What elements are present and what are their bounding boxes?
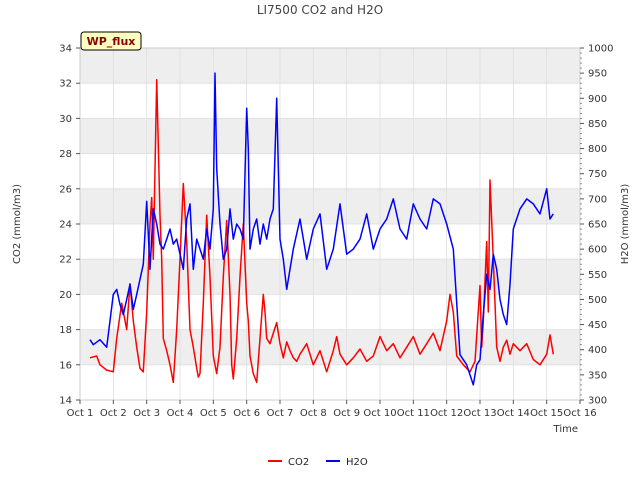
y-tick-label: 24 <box>59 220 72 231</box>
y-tick-label: 26 <box>59 184 72 195</box>
x-tick-label: Oct 3 <box>133 408 160 419</box>
y2-tick-label: 750 <box>588 169 607 180</box>
band-light <box>80 294 580 330</box>
x-tick-label: Oct 4 <box>167 408 194 419</box>
y2-tick-label: 500 <box>588 295 607 306</box>
badge-box <box>80 31 142 51</box>
y2-tick-label: 950 <box>588 69 607 80</box>
y-tick-label: 20 <box>59 290 72 301</box>
x-tick-label: Oct 13 <box>463 408 496 419</box>
band-light <box>80 364 580 400</box>
y2-tick-label: 900 <box>588 94 607 105</box>
y-tick-label: 18 <box>59 325 72 336</box>
y-tick-label: 14 <box>59 396 72 407</box>
y2-tick-label: 300 <box>588 396 607 407</box>
band-light <box>80 153 580 189</box>
x-tick-label: Oct 15 <box>530 408 563 419</box>
band-light <box>80 224 580 260</box>
y-axis-label: CO2 (mmol/m3) <box>12 184 23 264</box>
wp-flux-badge: WP_flux <box>80 31 142 51</box>
y2-tick-label: 850 <box>588 119 607 130</box>
x-tick-label: Oct 14 <box>497 408 530 419</box>
y2-tick-label: 550 <box>588 270 607 281</box>
x-axis-label: Time <box>553 424 578 435</box>
x-tick-label: Oct 7 <box>267 408 294 419</box>
band-shaded <box>80 188 580 224</box>
right-axis: 300 350 400 450 500 550 600 650 700 750 800 850 900 9… <box>580 44 613 407</box>
x-tick-label: Oct 8 <box>300 408 327 419</box>
x-tick-label: Oct 9 <box>333 408 360 419</box>
band-shaded <box>80 48 580 84</box>
x-tick-label: Oct 10 <box>363 408 396 419</box>
y2-tick-label: 400 <box>588 345 607 356</box>
x-tick-label: Oct 6 <box>233 408 260 419</box>
chart-title: LI7500 CO2 and H2O <box>257 3 383 17</box>
y2-tick-label: 450 <box>588 320 607 331</box>
x-tick-label: Oct 16 <box>563 408 596 419</box>
y2-tick-label: 600 <box>588 245 607 256</box>
band-light <box>80 83 580 119</box>
series-line-co2 <box>89 78 555 384</box>
y2-tick-label: 650 <box>588 220 607 231</box>
y2-axis-label: H2O (mmol/m3) <box>620 184 631 265</box>
y2-tick-label: 700 <box>588 194 607 205</box>
x-axis: Oct 1 Oct 2 Oct 3 Oct 4 Oct 5 Oct 6 Oct 7 Oct 8… <box>67 400 597 419</box>
x-tick-label: Oct 1 <box>67 408 94 419</box>
y-tick-label: 34 <box>59 44 72 55</box>
badge-label: WP_flux <box>87 35 136 48</box>
left-axis: 14 16 18 20 22 24 26 28 30 32 34 <box>59 44 80 407</box>
y-tick-label: 30 <box>59 114 72 125</box>
series-layer <box>89 72 555 386</box>
y2-tick-label: 1000 <box>588 44 613 55</box>
band-shaded <box>80 259 580 295</box>
y2-tick-label: 350 <box>588 370 607 381</box>
y-tick-label: 28 <box>59 149 72 160</box>
band-shaded <box>80 118 580 154</box>
legend-label-co2: CO2 <box>288 457 309 468</box>
legend-label-h2o: H2O <box>346 457 368 468</box>
y-tick-label: 16 <box>59 360 72 371</box>
series-line-h2o <box>89 72 554 386</box>
y-tick-label: 22 <box>59 255 72 266</box>
x-tick-label: Oct 12 <box>430 408 463 419</box>
legend: CO2 H2O <box>268 457 368 468</box>
x-tick-label: Oct 5 <box>200 408 227 419</box>
x-tick-label: Oct 11 <box>397 408 430 419</box>
y-tick-label: 32 <box>59 79 72 90</box>
x-tick-label: Oct 2 <box>100 408 127 419</box>
y2-tick-label: 800 <box>588 144 607 155</box>
